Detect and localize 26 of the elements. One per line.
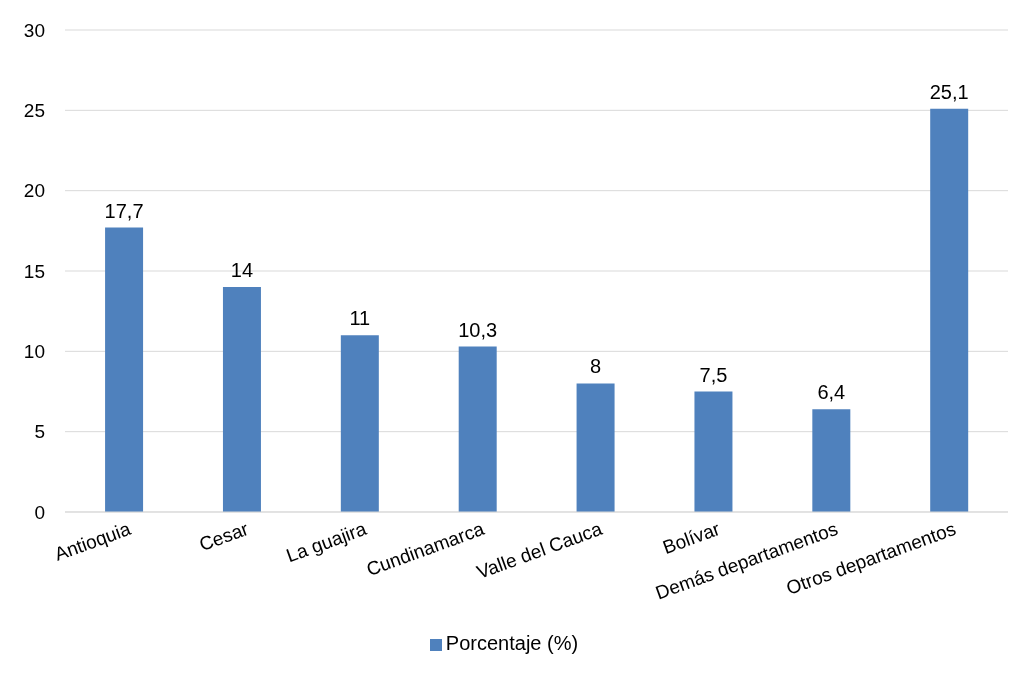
x-tick-label: Bolívar <box>659 517 724 558</box>
bar <box>340 335 379 512</box>
data-label: 17,7 <box>104 199 144 222</box>
bar <box>812 409 851 512</box>
data-label: 11 <box>349 307 371 330</box>
bar <box>930 108 969 512</box>
x-tick-label: Cesar <box>196 517 252 556</box>
data-label: 8 <box>590 355 602 378</box>
bar <box>222 287 261 512</box>
bar <box>458 346 497 512</box>
bar <box>576 383 615 512</box>
y-tick-label: 15 <box>23 260 45 282</box>
y-tick-label: 30 <box>23 19 45 41</box>
y-tick-label: 5 <box>34 421 45 443</box>
data-label: 10,3 <box>458 318 498 341</box>
bar <box>105 227 144 512</box>
y-tick-label: 25 <box>23 100 45 122</box>
data-label: 25,1 <box>929 80 969 103</box>
data-label: 6,4 <box>817 381 846 404</box>
y-tick-label: 10 <box>23 341 45 363</box>
y-tick-label: 20 <box>23 180 45 202</box>
bar <box>694 391 733 512</box>
y-tick-label: 0 <box>34 501 45 523</box>
data-label: 7,5 <box>699 363 728 386</box>
data-label: 14 <box>230 259 254 282</box>
legend-label: Porcentaje (%) <box>445 632 579 654</box>
